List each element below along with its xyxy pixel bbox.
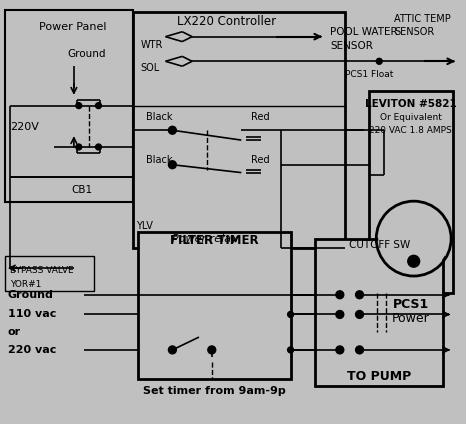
Circle shape — [288, 347, 294, 353]
Text: POOL WATER: POOL WATER — [330, 27, 397, 37]
Bar — [133, 12, 345, 248]
Circle shape — [408, 255, 419, 267]
Text: YLV: YLV — [136, 221, 153, 231]
Text: Power: Power — [392, 312, 430, 325]
Text: PCS1: PCS1 — [393, 298, 429, 311]
Text: Set timer from 9am-9p: Set timer from 9am-9p — [144, 386, 286, 396]
Text: LX220 Controller: LX220 Controller — [177, 15, 276, 28]
Circle shape — [376, 59, 382, 64]
Circle shape — [96, 103, 102, 109]
Text: YOR#1: YOR#1 — [10, 280, 41, 290]
Circle shape — [168, 161, 176, 169]
Text: PCS1 Float: PCS1 Float — [345, 70, 393, 78]
Bar — [315, 239, 443, 386]
Bar — [400, 208, 408, 224]
Text: Red: Red — [251, 155, 270, 165]
Circle shape — [356, 291, 363, 298]
Circle shape — [168, 126, 176, 134]
Text: Power relay: Power relay — [172, 234, 238, 244]
Text: 110 vac: 110 vac — [8, 310, 56, 319]
Text: CB1: CB1 — [71, 185, 92, 195]
Bar — [5, 257, 94, 291]
Text: Ground: Ground — [8, 290, 54, 300]
Text: or: or — [8, 327, 21, 337]
Bar — [5, 10, 133, 202]
Circle shape — [168, 346, 176, 354]
Text: LEVITON #5821: LEVITON #5821 — [365, 99, 457, 109]
Text: BYPASS VALVE: BYPASS VALVE — [10, 265, 74, 275]
Circle shape — [288, 312, 294, 318]
Bar — [370, 91, 453, 293]
Circle shape — [336, 310, 344, 318]
Text: Black: Black — [146, 112, 172, 123]
Circle shape — [356, 346, 363, 354]
Text: Red: Red — [251, 112, 270, 123]
Circle shape — [356, 310, 363, 318]
Text: Or Equivalent: Or Equivalent — [380, 113, 442, 122]
Text: 220 VAC 1.8 AMPS: 220 VAC 1.8 AMPS — [370, 126, 452, 135]
Text: Ground: Ground — [67, 50, 105, 59]
Text: Power Panel: Power Panel — [40, 22, 107, 32]
Text: ATTIC TEMP: ATTIC TEMP — [394, 14, 451, 24]
Circle shape — [76, 103, 82, 109]
Text: CUTOFF SW: CUTOFF SW — [349, 240, 410, 251]
Circle shape — [336, 291, 344, 298]
Circle shape — [76, 144, 82, 150]
Text: 220V: 220V — [10, 122, 39, 132]
Bar — [138, 232, 291, 379]
Text: SENSOR: SENSOR — [394, 27, 434, 37]
Text: TO PUMP: TO PUMP — [347, 370, 411, 383]
Bar — [417, 208, 426, 224]
Circle shape — [378, 203, 449, 274]
Circle shape — [336, 346, 344, 354]
Circle shape — [96, 144, 102, 150]
Text: SENSOR: SENSOR — [330, 41, 373, 50]
Text: FILTER TIMER: FILTER TIMER — [171, 234, 259, 247]
Text: 220 vac: 220 vac — [8, 345, 56, 355]
Circle shape — [208, 346, 216, 354]
Text: SOL: SOL — [141, 63, 160, 73]
Text: Black: Black — [146, 155, 172, 165]
Text: WTR: WTR — [141, 39, 163, 50]
